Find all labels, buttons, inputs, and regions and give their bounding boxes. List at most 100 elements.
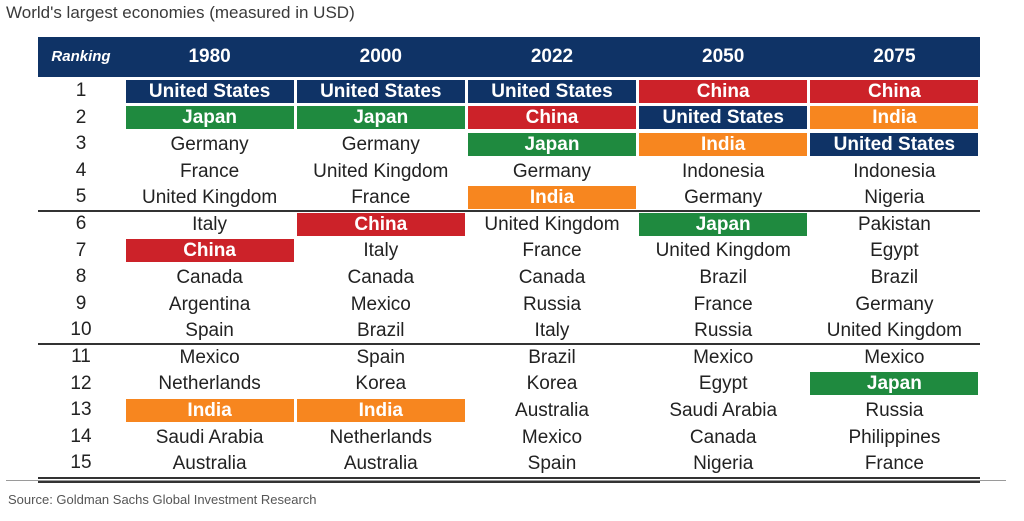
country-cell: Egypt (698, 373, 748, 395)
country-cell: Philippines (848, 426, 941, 448)
country-cell: Spain (356, 346, 406, 368)
rank-number: 2 (75, 106, 87, 128)
country-cell: Germany (170, 134, 249, 155)
country-cell: Japan (467, 133, 637, 156)
country-cell: Indonesia (853, 160, 936, 182)
source-note: Source: Goldman Sachs Global Investment … (8, 492, 317, 507)
country-cell: China (639, 79, 808, 103)
group-separator (38, 210, 980, 212)
rank-number: 9 (75, 292, 87, 314)
country-cell: United States (296, 79, 465, 103)
country-cell: France (180, 160, 240, 182)
country-cell: Australia (515, 400, 589, 421)
country-cell: Nigeria (693, 453, 754, 475)
country-cell: Korea (526, 373, 578, 395)
country-cell: Russia (865, 400, 924, 421)
country-cell: Mexico (693, 346, 754, 368)
country-cell: Saudi Arabia (669, 400, 778, 421)
country-cell: United States (639, 106, 808, 130)
country-cell: China (467, 106, 637, 130)
country-cell: Germany (855, 293, 934, 315)
country-cell: France (693, 293, 753, 315)
rank-number: 6 (75, 213, 87, 234)
country-cell: United Kingdom (484, 213, 620, 235)
country-cell: Australia (172, 453, 247, 475)
country-cell: Japan (639, 212, 808, 236)
country-cell: China (296, 212, 465, 236)
country-cell: India (810, 106, 979, 130)
country-cell: Mexico (521, 426, 583, 448)
country-cell: United Kingdom (655, 240, 791, 262)
country-cell: United States (810, 133, 979, 156)
table-bottom-rule (38, 481, 980, 483)
country-cell: Argentina (168, 293, 251, 315)
rank-number: 1 (75, 80, 87, 101)
rank-number: 3 (75, 133, 87, 155)
country-cell: Canada (347, 267, 415, 288)
country-cell: Russia (694, 320, 753, 342)
country-cell: United States (125, 79, 294, 103)
country-cell: India (296, 399, 465, 422)
rank-number: 14 (70, 425, 92, 447)
country-cell: Mexico (350, 293, 411, 315)
country-cell: Italy (534, 320, 570, 342)
country-cell: China (125, 239, 294, 263)
country-cell: France (522, 240, 582, 262)
country-cell: Italy (192, 213, 228, 235)
country-cell: France (351, 187, 411, 209)
header-year-2050: 2050 (702, 46, 745, 67)
country-cell: Spain (527, 453, 577, 475)
country-cell: China (810, 79, 979, 103)
country-cell: Japan (810, 372, 979, 396)
rank-number: 5 (75, 186, 87, 208)
rank-number: 11 (71, 346, 91, 367)
country-cell: United Kingdom (313, 160, 449, 182)
country-cell: United Kingdom (141, 187, 278, 209)
country-cell: Spain (185, 320, 234, 342)
table-header: Ranking 1980 2000 2022 2050 2075 (38, 37, 980, 77)
country-cell: Brazil (699, 267, 747, 288)
footer-divider (6, 480, 1006, 481)
header-ranking: Ranking (51, 48, 111, 65)
header-year-2000: 2000 (359, 46, 402, 67)
country-cell: Germany (684, 187, 763, 209)
country-cell: India (467, 186, 637, 210)
country-cell: Netherlands (158, 373, 261, 395)
country-cell: France (864, 453, 924, 475)
rank-number: 15 (70, 452, 92, 474)
rank-number: 4 (75, 159, 87, 181)
country-cell: Netherlands (329, 426, 432, 448)
header-year-2022: 2022 (530, 46, 574, 67)
header-year-1980: 1980 (188, 46, 231, 67)
country-cell: Indonesia (681, 160, 765, 182)
rank-number: 7 (75, 239, 87, 261)
country-cell: Canada (176, 267, 243, 288)
country-cell: Korea (355, 373, 407, 395)
country-cell: Canada (689, 426, 757, 448)
country-cell: Mexico (864, 346, 925, 368)
country-cell: Nigeria (864, 187, 925, 209)
country-cell: Russia (522, 293, 582, 315)
rankings-table: Ranking 1980 2000 2022 2050 2075 1 United Stat… (38, 37, 980, 483)
country-cell: Germany (512, 160, 592, 182)
country-cell: United States (467, 79, 637, 103)
country-cell: Japan (125, 106, 294, 130)
country-cell: Canada (518, 267, 586, 288)
country-cell: Mexico (179, 346, 240, 368)
rank-number: 13 (70, 399, 92, 421)
country-cell: Australia (343, 453, 418, 475)
country-cell: Germany (341, 134, 420, 155)
country-cell: Japan (296, 106, 465, 130)
rank-number: 12 (70, 372, 92, 394)
country-cell: Italy (363, 240, 399, 262)
country-cell: United Kingdom (826, 320, 962, 342)
country-cell: Brazil (528, 346, 576, 368)
country-cell: Pakistan (857, 213, 931, 235)
table-bottom-rule (38, 477, 980, 479)
country-cell: Egypt (870, 240, 919, 262)
rank-number: 10 (70, 319, 92, 341)
country-cell: Saudi Arabia (155, 426, 264, 448)
country-cell: India (639, 133, 808, 156)
rank-number: 8 (75, 266, 87, 288)
chart-title: World's largest economies (measured in U… (6, 3, 355, 22)
